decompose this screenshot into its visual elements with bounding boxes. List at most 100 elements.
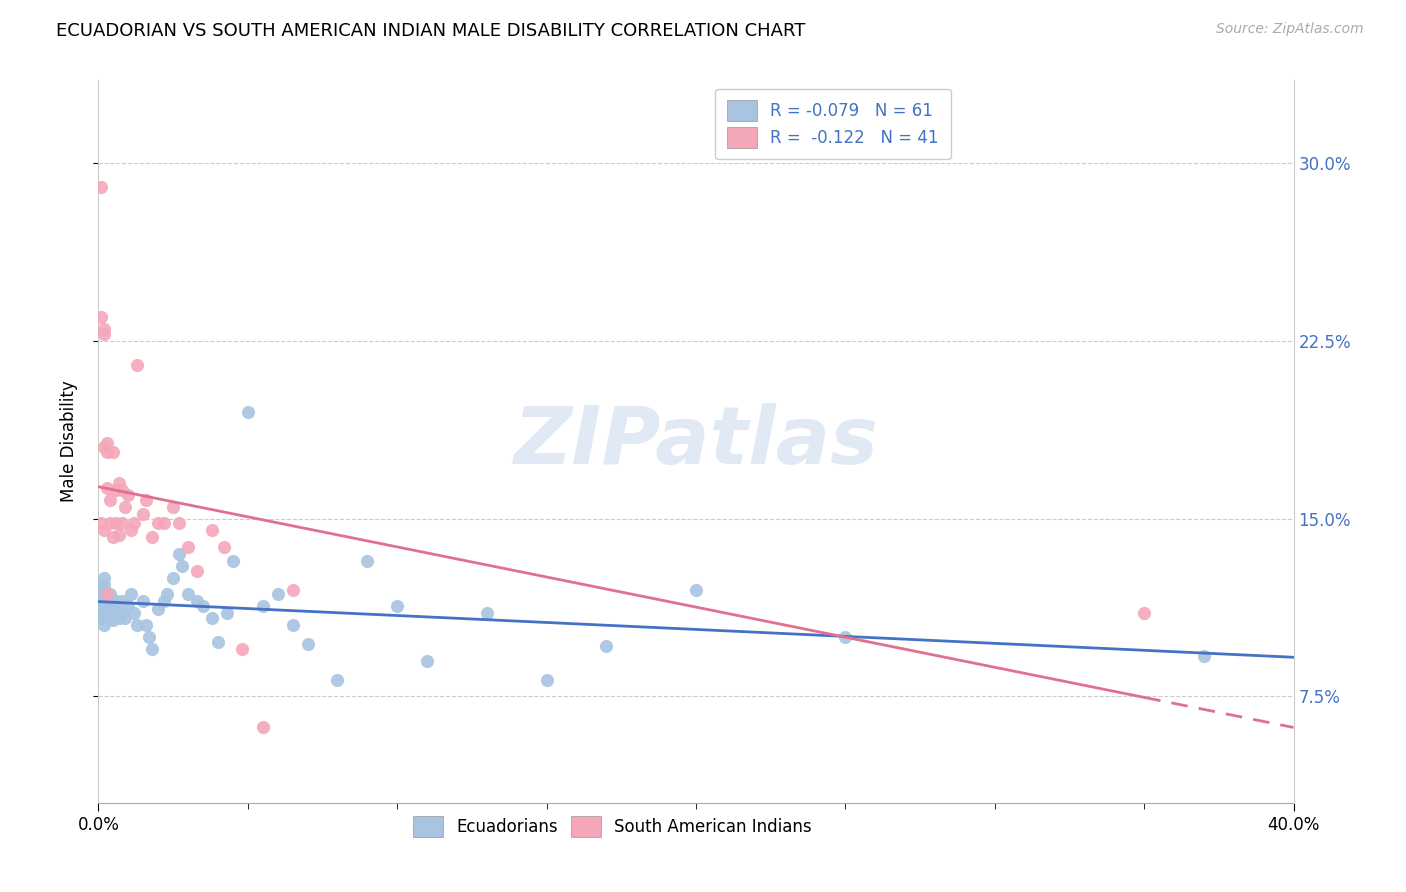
Point <box>172 558 194 573</box>
Point <box>120 524 142 538</box>
Point <box>127 358 149 372</box>
Point <box>90 594 112 608</box>
Point <box>93 441 115 455</box>
Point <box>252 720 274 734</box>
Point <box>96 594 118 608</box>
Point <box>93 618 115 632</box>
Point <box>90 587 112 601</box>
Point <box>186 564 208 578</box>
Point <box>177 540 200 554</box>
Point <box>103 445 125 459</box>
Point <box>162 571 184 585</box>
Text: Source: ZipAtlas.com: Source: ZipAtlas.com <box>1216 22 1364 37</box>
Point <box>138 630 160 644</box>
Y-axis label: Male Disability: Male Disability <box>59 381 77 502</box>
Point <box>117 599 139 614</box>
Point <box>281 582 304 597</box>
Point <box>222 554 245 568</box>
Point <box>356 554 378 568</box>
Point <box>231 641 253 656</box>
Point <box>111 516 134 531</box>
Point <box>132 594 155 608</box>
Point <box>117 488 139 502</box>
Point <box>103 531 125 545</box>
Point <box>236 405 259 419</box>
Point <box>297 637 319 651</box>
Text: ZIPatlas: ZIPatlas <box>513 402 879 481</box>
Point <box>98 492 122 507</box>
Point <box>201 611 224 625</box>
Point <box>114 611 136 625</box>
Point <box>111 594 134 608</box>
Point <box>90 601 112 615</box>
Point <box>93 578 115 592</box>
Point <box>96 445 118 459</box>
Point <box>90 180 112 194</box>
Point <box>207 634 229 648</box>
Point <box>595 640 617 654</box>
Point <box>93 326 115 341</box>
Point <box>93 524 115 538</box>
Legend: Ecuadorians, South American Indians: Ecuadorians, South American Indians <box>405 808 820 845</box>
Point <box>212 540 235 554</box>
Point <box>108 611 131 625</box>
Point <box>90 310 112 325</box>
Point <box>105 594 128 608</box>
Point <box>96 435 118 450</box>
Point <box>96 587 118 601</box>
Point <box>141 531 163 545</box>
Point <box>93 587 115 601</box>
Point <box>93 322 115 336</box>
Point <box>326 673 349 687</box>
Point <box>96 601 118 615</box>
Point <box>1192 648 1215 663</box>
Point <box>153 594 176 608</box>
Point <box>124 516 146 531</box>
Point <box>281 618 304 632</box>
Point <box>186 594 208 608</box>
Point <box>834 630 856 644</box>
Point <box>135 618 157 632</box>
Point <box>105 483 128 497</box>
Point <box>108 475 131 490</box>
Point <box>120 587 142 601</box>
Point <box>177 587 200 601</box>
Point <box>135 492 157 507</box>
Point <box>167 516 190 531</box>
Point <box>96 611 118 625</box>
Point <box>108 601 131 615</box>
Point <box>98 611 122 625</box>
Point <box>98 599 122 614</box>
Point <box>416 654 439 668</box>
Text: ECUADORIAN VS SOUTH AMERICAN INDIAN MALE DISABILITY CORRELATION CHART: ECUADORIAN VS SOUTH AMERICAN INDIAN MALE… <box>56 22 806 40</box>
Point <box>132 507 155 521</box>
Point <box>98 587 122 601</box>
Point <box>111 483 134 497</box>
Point <box>105 516 128 531</box>
Point <box>103 614 125 628</box>
Point <box>98 516 122 531</box>
Point <box>201 524 224 538</box>
Point <box>148 516 170 531</box>
Point <box>162 500 184 514</box>
Point <box>90 580 112 594</box>
Point <box>153 516 176 531</box>
Point <box>93 607 115 621</box>
Point <box>385 599 409 614</box>
Point <box>108 528 131 542</box>
Point <box>252 599 274 614</box>
Point <box>90 516 112 531</box>
Point <box>685 582 707 597</box>
Point <box>124 607 146 621</box>
Point <box>148 601 170 615</box>
Point <box>90 611 112 625</box>
Point <box>156 587 179 601</box>
Point <box>93 571 115 585</box>
Point <box>141 641 163 656</box>
Point <box>127 618 149 632</box>
Point <box>111 607 134 621</box>
Point <box>215 607 238 621</box>
Point <box>536 673 558 687</box>
Point <box>475 607 498 621</box>
Point <box>103 601 125 615</box>
